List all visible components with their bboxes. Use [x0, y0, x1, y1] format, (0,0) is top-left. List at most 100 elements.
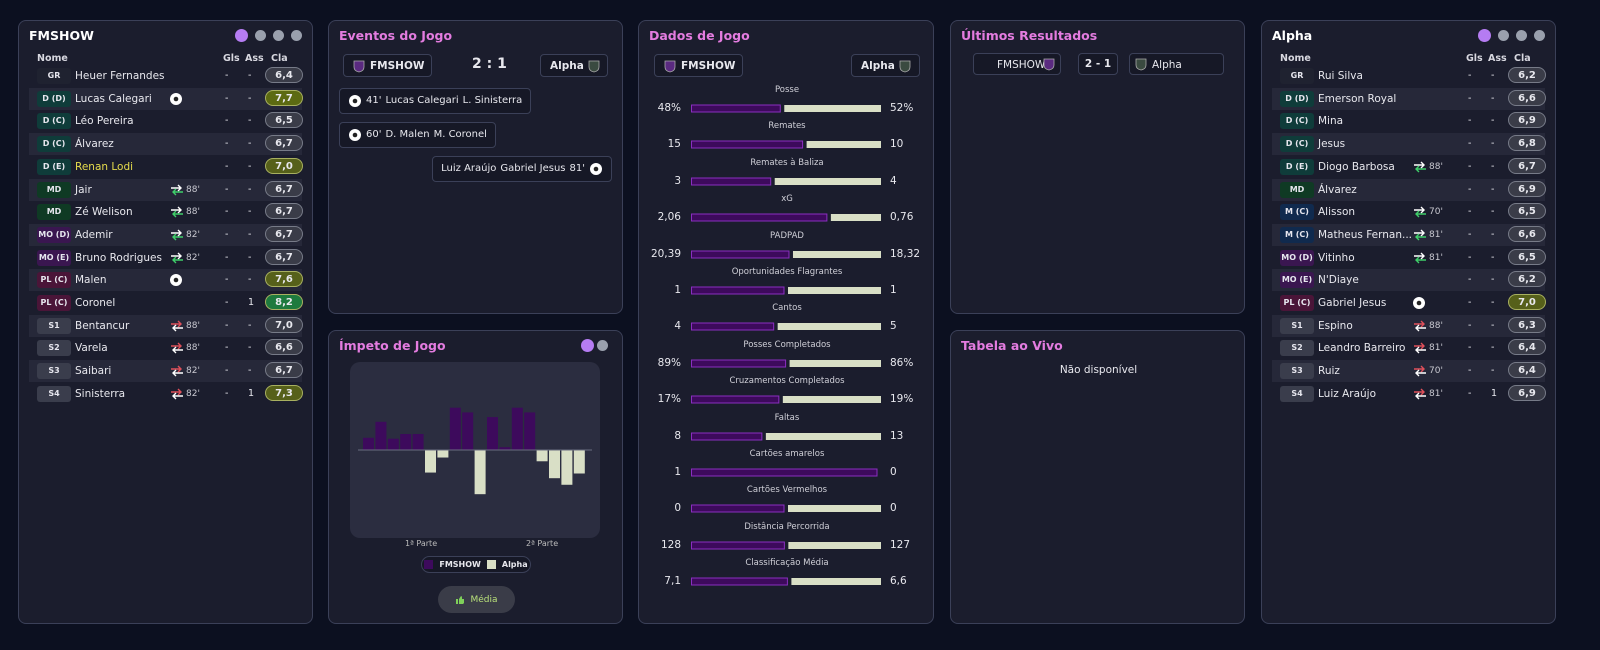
column-header: Ass [245, 53, 264, 64]
assists: - [1491, 206, 1495, 218]
page-dot[interactable] [273, 30, 284, 41]
player-row[interactable]: PL (C) Coronel - 1 8,2 [29, 292, 303, 314]
momentum-bar [561, 450, 573, 485]
goals: - [225, 342, 229, 354]
position-badge: D (D) [1280, 90, 1314, 107]
page-dot[interactable] [1478, 29, 1491, 42]
scorer: Lucas Calegari [385, 95, 459, 106]
stat-label: Posses Completados [743, 339, 831, 350]
stat-bars [691, 104, 881, 113]
player-row[interactable]: S3 Ruiz 70' - - 6,4 [1272, 360, 1546, 383]
arrow [171, 342, 182, 350]
page-dot[interactable] [291, 30, 302, 41]
player-row[interactable]: S2 Varela 88' - - 6,6 [29, 337, 303, 359]
average-button[interactable]: Média [438, 586, 515, 613]
assists: - [1491, 228, 1495, 240]
player-row[interactable]: S3 Saibari 82' - - 6,7 [29, 360, 303, 383]
momentum-bar [363, 437, 374, 450]
player-row[interactable]: MD Zé Welison 88' - - 6,7 [29, 201, 303, 223]
player-row[interactable]: MO (E) N'Diaye - - 6,2 [1272, 269, 1546, 292]
page-dot[interactable] [581, 339, 594, 352]
player-row[interactable]: D (E) Renan Lodi - - 7,0 [29, 156, 303, 178]
position-badge: S4 [37, 385, 71, 402]
goals: - [1468, 319, 1472, 331]
player-name: Alisson [1318, 206, 1356, 219]
player-row[interactable]: D (C) Jesus - - 6,8 [1272, 133, 1546, 156]
goal-icon [170, 92, 182, 105]
page-dot[interactable] [235, 29, 248, 42]
player-name: Álvarez [1318, 183, 1357, 196]
position-badge: GR [37, 68, 71, 84]
player-row[interactable]: S4 Luiz Araújo 81' - 1 6,9 [1272, 383, 1546, 405]
rating: 6,9 [1508, 112, 1546, 129]
away-team-box: Alpha [1129, 53, 1224, 75]
player-row[interactable]: D (C) Álvarez - - 6,7 [29, 133, 303, 156]
player-row[interactable]: D (E) Diogo Barbosa 88' - - 6,7 [1272, 156, 1546, 178]
player-row[interactable]: S4 Sinisterra 82' - 1 7,3 [29, 383, 303, 405]
stat-home: 8 [674, 429, 681, 442]
player-row[interactable]: PL (C) Gabriel Jesus - - 7,0 [1272, 292, 1546, 314]
page-dot[interactable] [1534, 30, 1545, 41]
rating: 7,3 [265, 384, 303, 401]
player-row[interactable]: MO (E) Bruno Rodrigues 82' - - 6,7 [29, 247, 303, 269]
momentum-bar [375, 421, 387, 450]
goals: - [1468, 228, 1472, 240]
player-row[interactable]: MD Jair 88' - - 6,7 [29, 178, 303, 201]
player-row[interactable]: S1 Bentancur 88' - - 7,0 [29, 314, 303, 337]
sub-out-icon [171, 206, 183, 218]
assists: - [1491, 319, 1495, 331]
player-row[interactable]: GR Rui Silva - - 6,2 [1272, 65, 1546, 87]
momentum-bar [474, 450, 486, 495]
player-row[interactable]: S2 Leandro Barreiro 81' - - 6,4 [1272, 337, 1546, 359]
ball-patch [352, 132, 358, 138]
player-name: Sinisterra [75, 387, 126, 400]
player-row[interactable]: MO (D) Ademir 82' - - 6,7 [29, 223, 303, 246]
stat-home: 48% [657, 102, 681, 114]
legend-swatch [424, 560, 434, 569]
rating: 6,7 [265, 362, 303, 379]
arrow [1415, 346, 1426, 354]
position-badge: S2 [37, 340, 71, 357]
position-badge: M (C) [1280, 226, 1314, 243]
away-bar [789, 359, 881, 367]
player-row[interactable]: D (C) Léo Pereira - - 6,5 [29, 110, 303, 132]
team-logo [664, 60, 676, 73]
arrow [1415, 165, 1426, 173]
player-name: Gabriel Jesus [1318, 297, 1387, 309]
sub-in-icon [1414, 320, 1426, 332]
player-name: Heuer Fernandes [75, 70, 165, 82]
position-badge: D (C) [1280, 136, 1314, 153]
player-row[interactable]: M (C) Alisson 70' - - 6,5 [1272, 201, 1546, 223]
goals: - [1468, 115, 1472, 127]
player-name: Zé Welison [75, 206, 133, 219]
player-row[interactable]: D (D) Lucas Calegari - - 7,7 [29, 87, 303, 110]
player-name: Luiz Araújo [1318, 387, 1377, 400]
sub-time: 88' [1429, 161, 1443, 172]
player-row[interactable]: MO (D) Vitinho 81' - - 6,5 [1272, 247, 1546, 269]
page-dot[interactable] [255, 30, 266, 41]
goal-event: Luiz Araújo Gabriel Jesus 81' [432, 156, 612, 182]
player-row[interactable]: PL (C) Malen - - 7,6 [29, 269, 303, 292]
player-row[interactable]: GR Heuer Fernandes - - 6,4 [29, 65, 303, 87]
sub-out-icon [1414, 161, 1426, 173]
home-bar [691, 468, 878, 477]
minute: 81' [569, 163, 585, 174]
player-name: Malen [75, 274, 107, 287]
player-row[interactable]: D (D) Emerson Royal - - 6,6 [1272, 87, 1546, 110]
player-row[interactable]: M (C) Matheus Fernan... 81' - - 6,6 [1272, 223, 1546, 246]
position-badge: D (C) [37, 136, 71, 153]
player-row[interactable]: D (C) Mina - - 6,9 [1272, 110, 1546, 132]
sub-out-icon [1414, 229, 1426, 241]
away-bar [788, 287, 881, 294]
momentum-panel: Ímpeto de Jogo 1ª Parte 2ª Parte FMSHOW Alph… [328, 330, 623, 624]
rating: 6,8 [1508, 135, 1546, 152]
rating: 7,6 [265, 271, 303, 288]
page-dot[interactable] [597, 340, 608, 351]
assists: - [1491, 70, 1495, 81]
player-row[interactable]: S1 Espino 88' - - 6,3 [1272, 314, 1546, 337]
player-row[interactable]: MD Álvarez - - 6,9 [1272, 178, 1546, 201]
page-dot[interactable] [1498, 30, 1509, 41]
rating: 7,0 [265, 157, 303, 174]
page-dot[interactable] [1516, 30, 1527, 41]
